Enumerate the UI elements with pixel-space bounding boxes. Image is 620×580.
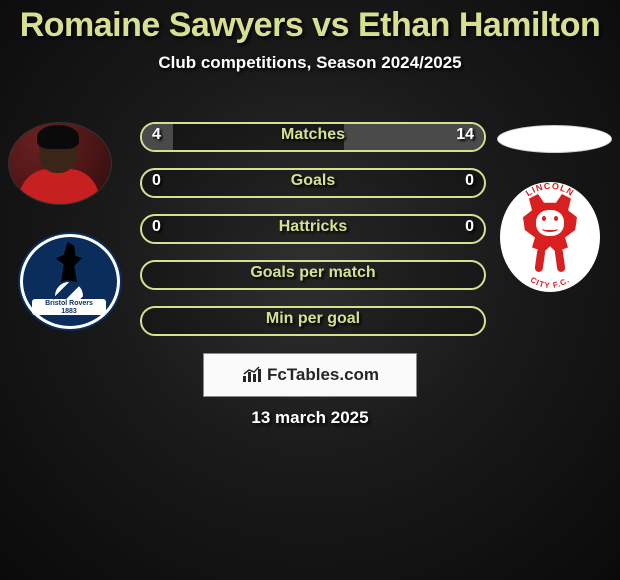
stat-row: 00Goals	[140, 168, 486, 198]
stat-row: Min per goal	[140, 306, 486, 336]
stat-label: Goals per match	[142, 264, 484, 282]
stat-row: 414Matches	[140, 122, 486, 152]
page-title: Romaine Sawyers vs Ethan Hamilton	[0, 0, 620, 45]
club-left-name: Bristol Rovers	[45, 300, 93, 307]
brand-watermark: FcTables.com	[203, 353, 417, 397]
club-left-year: 1883	[61, 308, 77, 315]
player-left-photo	[8, 122, 112, 205]
stats-comparison: 414Matches 00Goals 00Hattricks Goals per ma…	[140, 122, 486, 352]
player-right-photo	[497, 125, 612, 153]
subtitle: Club competitions, Season 2024/2025	[0, 53, 620, 73]
svg-text:LINCOLN: LINCOLN	[524, 182, 576, 198]
stat-row: 00Hattricks	[140, 214, 486, 244]
club-badge-left: Bristol Rovers1883	[20, 234, 120, 329]
stat-label: Goals	[142, 172, 484, 190]
chart-icon	[241, 366, 263, 384]
date-label: 13 march 2025	[0, 408, 620, 428]
club-badge-right: LINCOLN CITY F.C.	[500, 182, 600, 292]
stat-row: Goals per match	[140, 260, 486, 290]
stat-label: Min per goal	[142, 310, 484, 328]
stat-label: Hattricks	[142, 218, 484, 236]
brand-text: FcTables.com	[267, 365, 379, 385]
svg-text:CITY F.C.: CITY F.C.	[529, 275, 572, 290]
stat-label: Matches	[142, 126, 484, 144]
